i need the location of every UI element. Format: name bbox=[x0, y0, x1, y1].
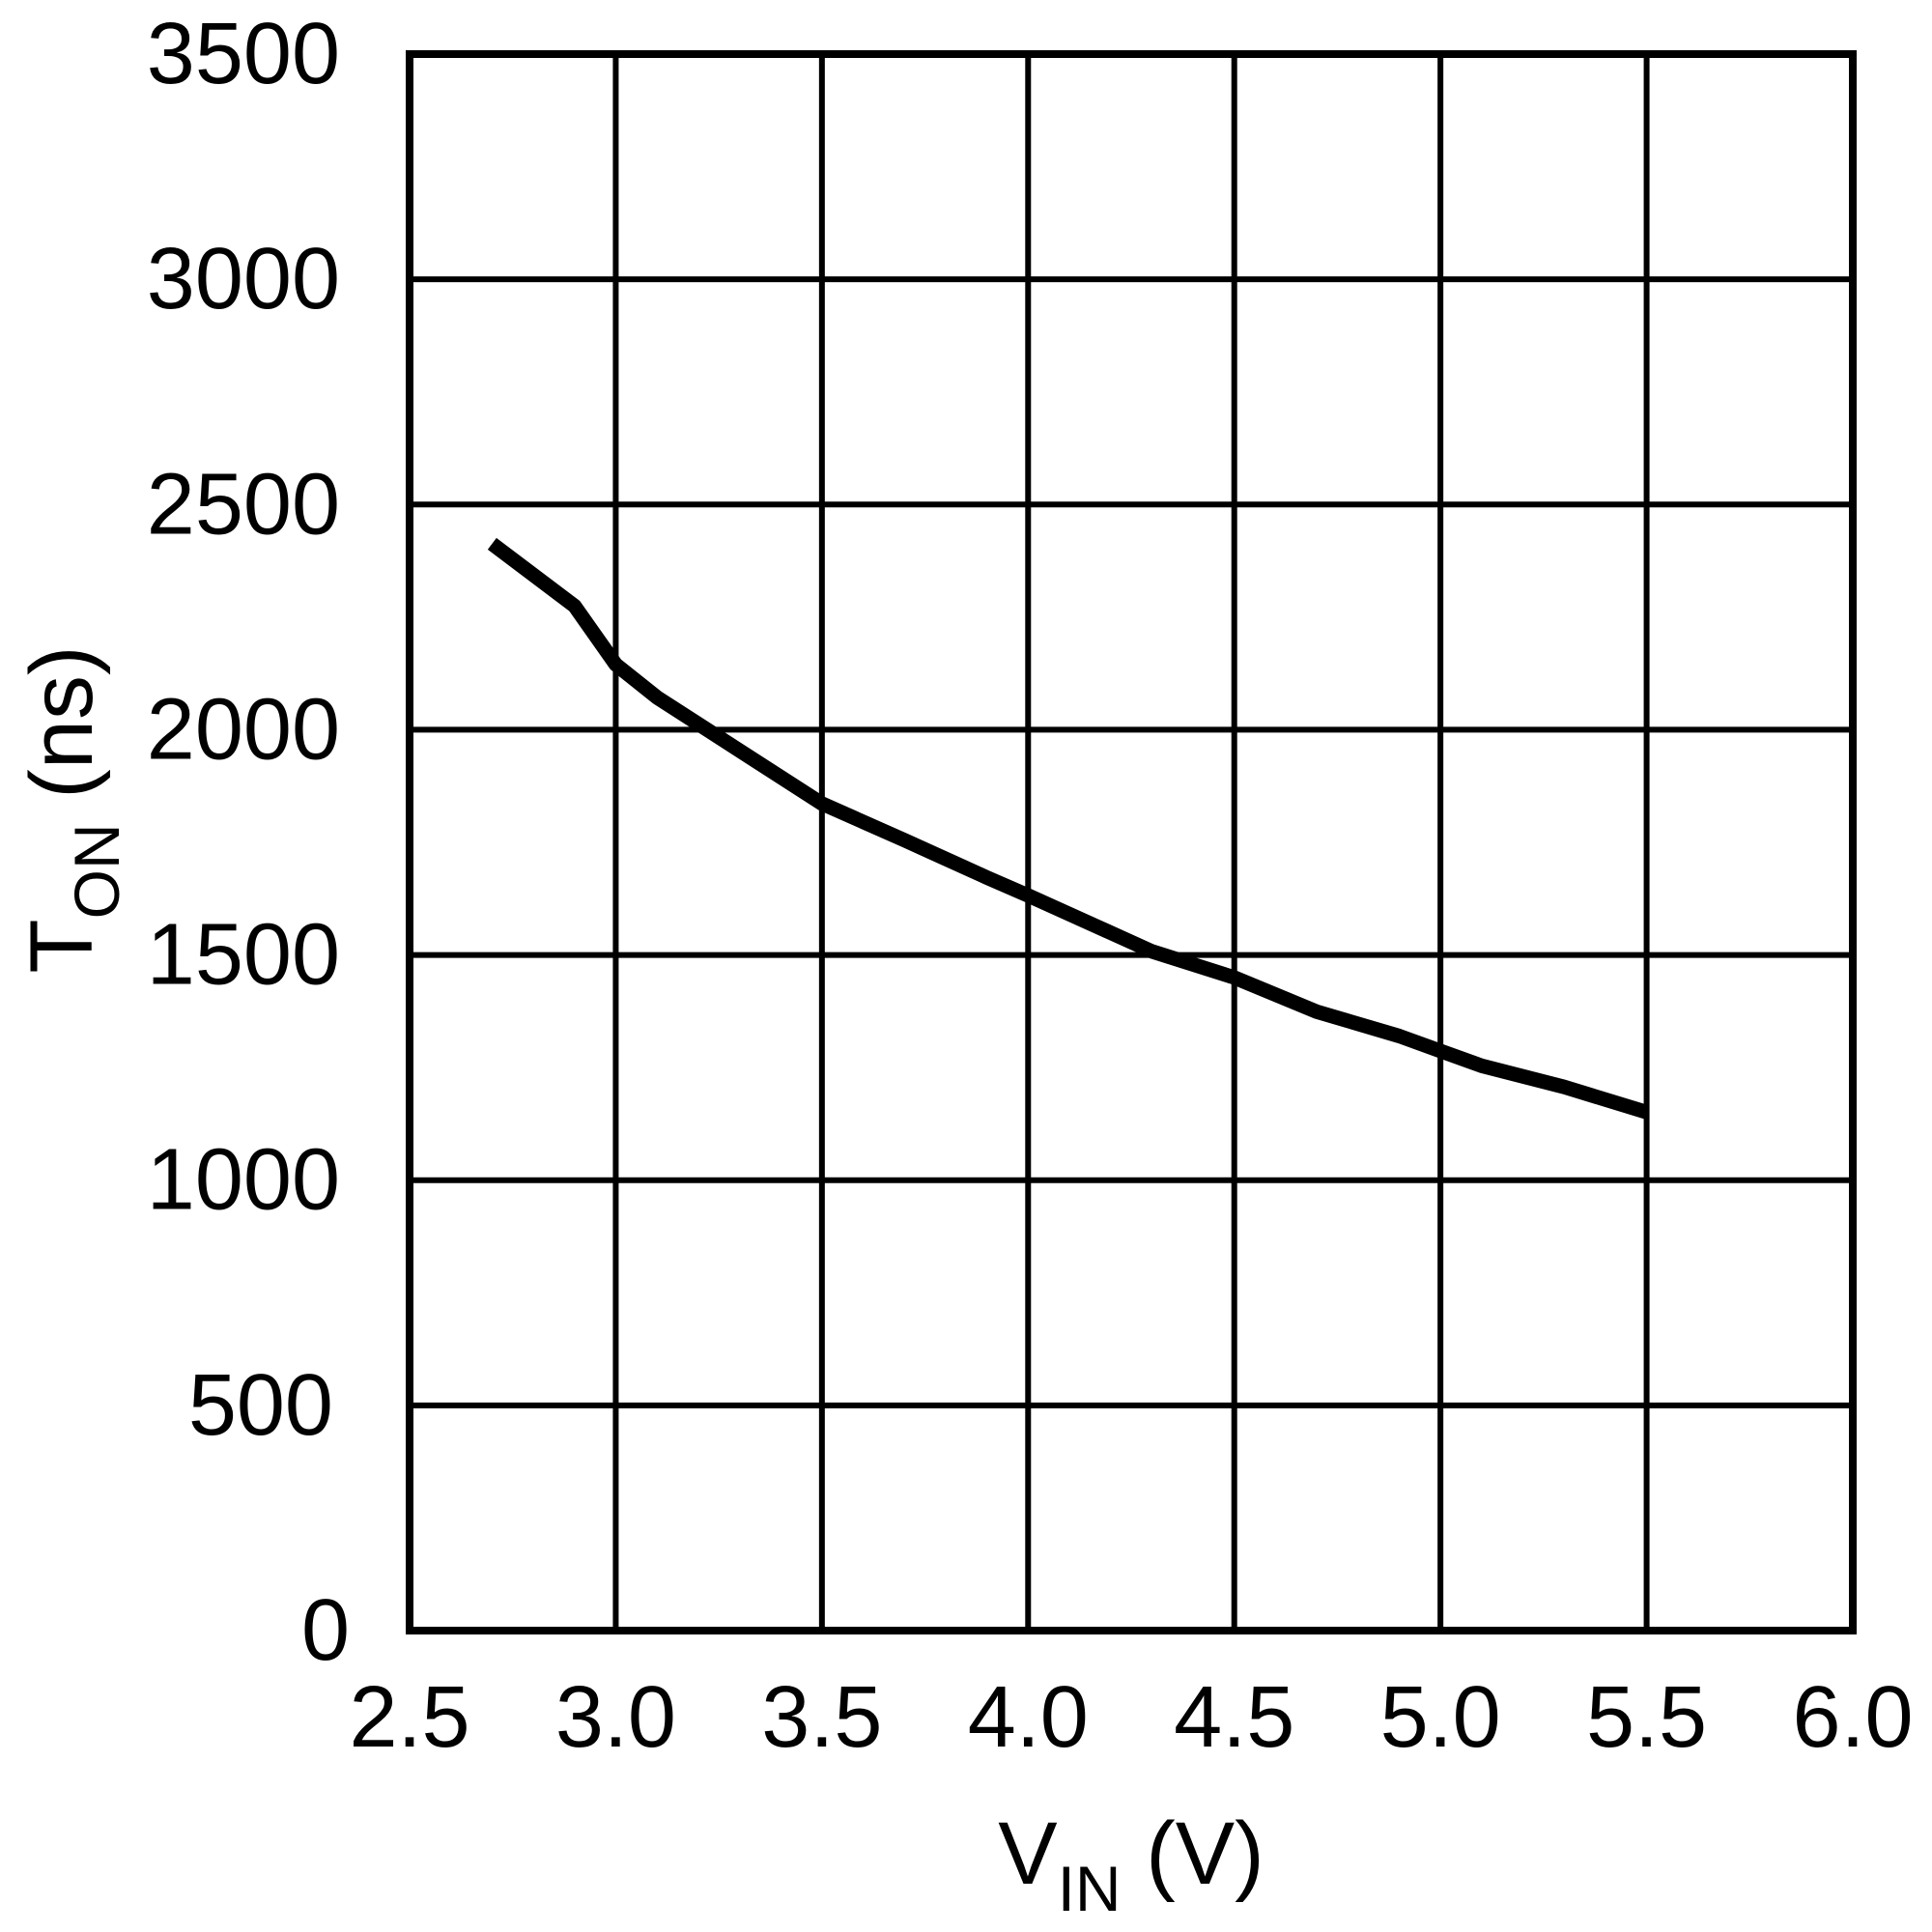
plot-frame bbox=[406, 50, 1857, 1634]
y-tick-label: 3000 bbox=[147, 231, 340, 327]
y-axis-tick-labels: 0 500 1000 1500 2000 2500 3000 3500 bbox=[147, 6, 350, 1679]
x-tick-label: 5.0 bbox=[1380, 1669, 1501, 1766]
x-tick-label: 6.0 bbox=[1792, 1669, 1913, 1766]
x-axis-title-main: V bbox=[998, 1804, 1057, 1903]
y-tick-label: 0 bbox=[301, 1582, 350, 1679]
y-tick-label: 2000 bbox=[147, 681, 340, 778]
x-axis-title: VIN (V) bbox=[998, 1804, 1264, 1924]
y-axis-title-subscript: ON bbox=[61, 823, 132, 919]
y-axis-title-main: T bbox=[13, 919, 111, 973]
y-axis-title-unit: (ns) bbox=[13, 645, 111, 823]
y-tick-label: 1500 bbox=[147, 907, 340, 1004]
y-tick-label: 500 bbox=[188, 1357, 333, 1454]
x-axis-title-unit: (V) bbox=[1122, 1804, 1264, 1903]
x-tick-label: 4.5 bbox=[1174, 1669, 1294, 1766]
y-tick-label: 2500 bbox=[147, 456, 340, 553]
y-tick-label: 1000 bbox=[147, 1132, 340, 1229]
x-tick-label: 5.5 bbox=[1586, 1669, 1707, 1766]
y-tick-label: 3500 bbox=[147, 6, 340, 102]
x-axis-title-subscript: IN bbox=[1058, 1853, 1122, 1924]
x-axis-tick-labels: 2.5 3.0 3.5 4.0 4.5 5.0 5.5 6.0 bbox=[349, 1669, 1913, 1766]
x-tick-label: 2.5 bbox=[349, 1669, 469, 1766]
x-tick-label: 3.5 bbox=[761, 1669, 882, 1766]
x-tick-label: 4.0 bbox=[968, 1669, 1089, 1766]
y-axis-title: TON (ns) bbox=[13, 645, 132, 973]
series-line bbox=[487, 537, 1649, 1120]
data-series bbox=[487, 537, 1649, 1120]
x-tick-label: 3.0 bbox=[555, 1669, 676, 1766]
